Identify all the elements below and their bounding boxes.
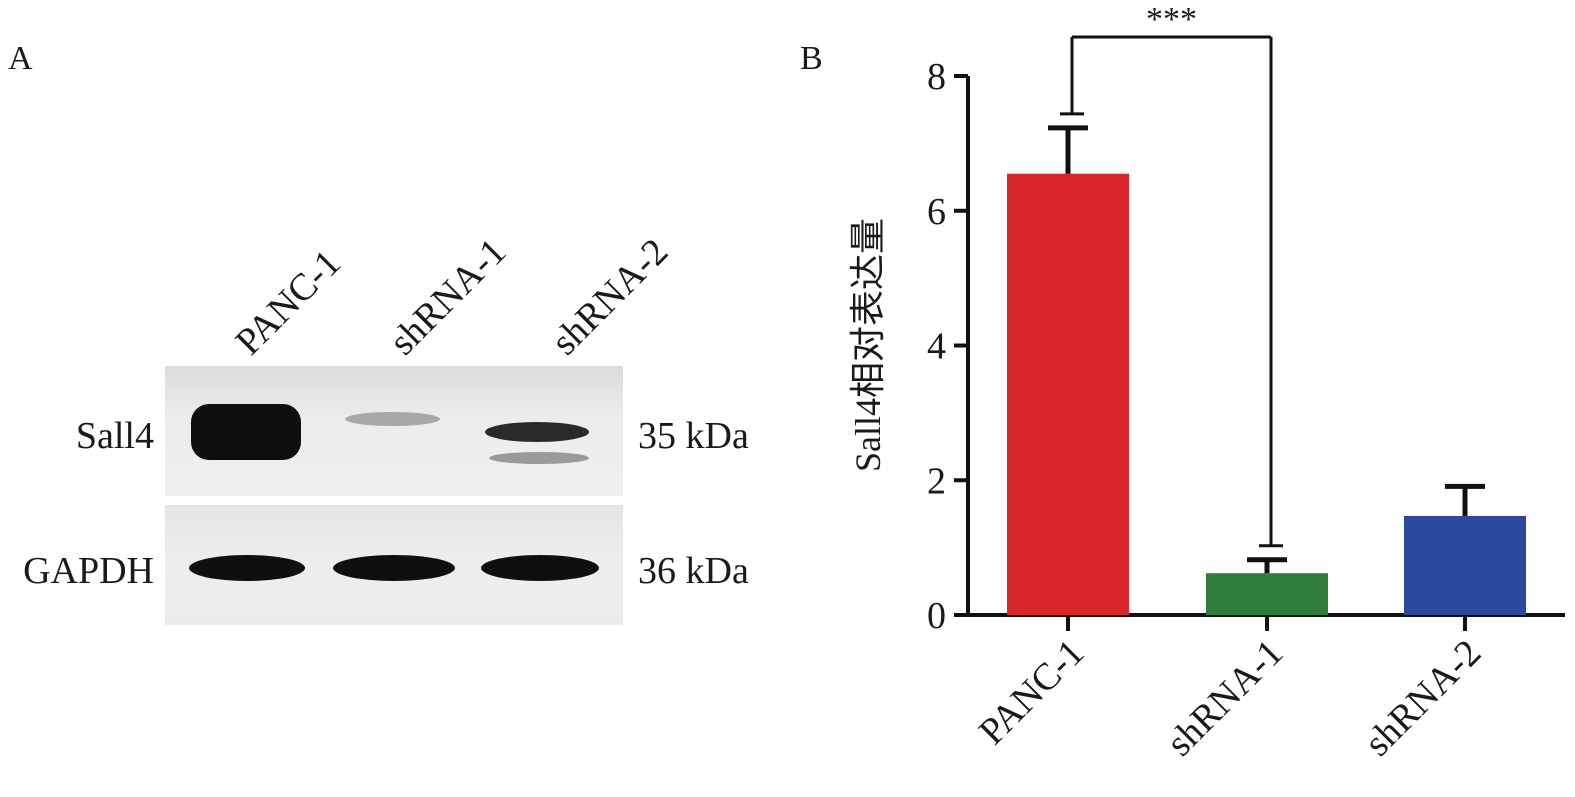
blot-image-gapdh — [165, 505, 623, 625]
y-tick-label-3: 6 — [927, 191, 946, 233]
lane-label-shrna2: shRNA-2 — [543, 230, 677, 364]
panel-label-b: B — [800, 40, 823, 77]
x-tick-label-2: shRNA-2 — [1357, 632, 1490, 765]
band-gapdh-shrna2 — [481, 555, 599, 581]
y-tick-label-0: 0 — [927, 595, 946, 637]
bar-chart: Sall4相对表达量 0 2 4 6 8 PANC-1 shRNA-1 shRNA-2 *** — [848, 1, 1565, 765]
band-sall4-shrna1 — [345, 412, 440, 426]
y-tick-label-1: 2 — [927, 460, 946, 502]
band-sall4-shrna2 — [485, 422, 589, 442]
row-label-gapdh: GAPDH — [23, 550, 154, 592]
size-label-sall4: 35 kDa — [638, 415, 749, 457]
x-tick-label-0: PANC-1 — [971, 632, 1092, 753]
band-gapdh-shrna1 — [333, 555, 455, 581]
band-gapdh-panc1 — [189, 555, 305, 581]
significance-label: *** — [1146, 1, 1197, 38]
band-sall4-panc1 — [191, 404, 301, 460]
x-tick-label-1: shRNA-1 — [1159, 632, 1292, 765]
panel-label-a: A — [8, 40, 33, 77]
bar-0 — [1007, 173, 1129, 615]
blot-image-sall4 — [165, 366, 623, 496]
lane-label-panc1: PANC-1 — [227, 242, 349, 364]
y-axis-title: Sall4相对表达量 — [848, 218, 888, 472]
y-tick-label-4: 8 — [927, 56, 946, 98]
band-sall4-shrna2-lower — [489, 452, 589, 464]
size-label-gapdh: 36 kDa — [638, 550, 749, 592]
bar-1 — [1206, 573, 1328, 615]
bar-2 — [1404, 515, 1526, 615]
lane-label-shrna1: shRNA-1 — [381, 230, 515, 364]
row-label-sall4: Sall4 — [75, 415, 154, 457]
y-tick-label-2: 4 — [927, 326, 946, 368]
